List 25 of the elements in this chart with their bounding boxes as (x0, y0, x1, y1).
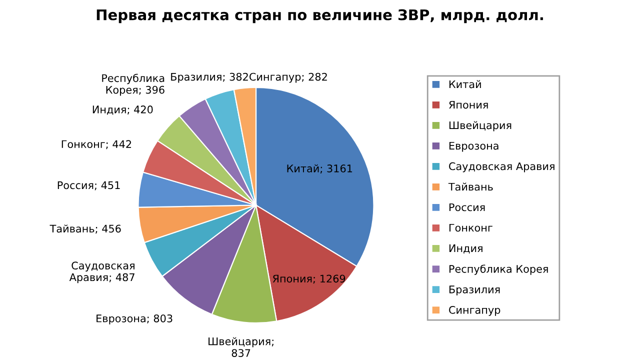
data-label: Индия; 420 (92, 106, 153, 115)
legend-label: Гонконг (449, 224, 492, 232)
legend-label: Тайвань (448, 182, 493, 191)
legend-label: Еврозона (449, 142, 498, 152)
legend-label: Китай (449, 80, 481, 88)
data-label: Республика Корея; 396 (102, 74, 164, 96)
data-label: Япония; 1269 (272, 274, 346, 284)
data-label: Сингапур; 282 (250, 72, 327, 83)
legend-label: Индия (449, 244, 482, 254)
data-label: Швейцария; 837 (208, 337, 274, 357)
legend-label: Швейцария (449, 121, 512, 132)
data-label: Гонконг; 442 (62, 140, 132, 150)
data-label: Китай; 3161 (287, 164, 352, 174)
data-label: Россия; 451 (58, 181, 120, 190)
data-label: Бразилия; 382 (171, 72, 248, 83)
legend-label: Япония (449, 100, 488, 109)
legend-label: Саудовская Аравия (449, 162, 554, 172)
data-label: Тайвань; 456 (50, 224, 121, 234)
legend-label: Республика Корея (449, 264, 548, 275)
legend-label: Бразилия (449, 286, 500, 296)
legend-label: Сингапур (449, 306, 500, 316)
legend-label: Россия (449, 203, 485, 212)
data-label: Еврозона; 803 (96, 314, 172, 324)
chart-title: Первая десятка стран по величине ЗВР, млрд. долл. (96, 9, 543, 24)
data-label: Саудовская Аравия; 487 (69, 262, 134, 284)
